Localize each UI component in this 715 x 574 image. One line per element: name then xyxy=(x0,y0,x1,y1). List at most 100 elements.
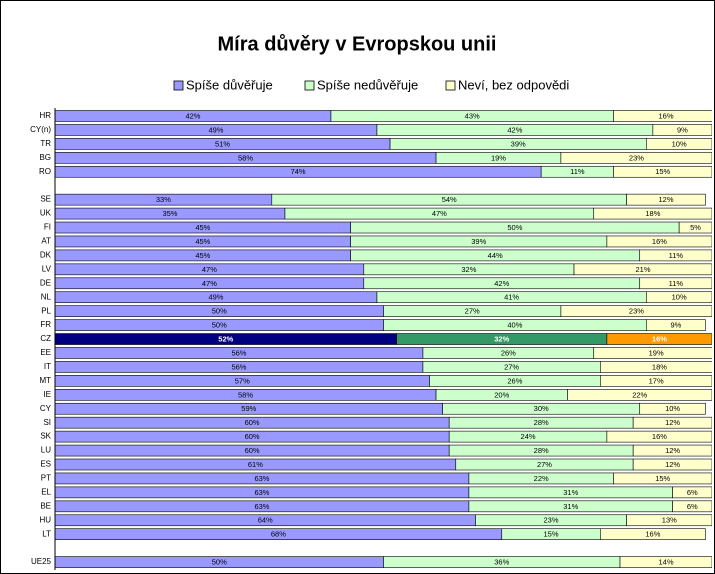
value-label: 31% xyxy=(563,502,578,511)
value-label: 47% xyxy=(432,209,447,218)
value-label: 31% xyxy=(563,488,578,497)
bar-segment xyxy=(632,458,712,471)
bar-segment xyxy=(593,347,712,359)
bar-segment xyxy=(672,500,712,513)
value-label: 27% xyxy=(504,362,519,371)
category-label: UE25 xyxy=(31,557,52,566)
value-label: 23% xyxy=(629,153,644,162)
category-label: NL xyxy=(41,292,52,301)
category-label: LV xyxy=(42,264,52,273)
bar-segment xyxy=(600,375,712,387)
category-label: RO xyxy=(39,167,51,176)
value-label: 19% xyxy=(649,348,664,357)
value-label: 33% xyxy=(156,195,171,204)
bar-segment xyxy=(560,305,712,317)
category-label: SK xyxy=(40,432,51,441)
bar-segment xyxy=(560,152,712,164)
bar-segment xyxy=(645,138,712,150)
value-label: 39% xyxy=(511,139,526,148)
bar-segment xyxy=(639,402,706,415)
value-label: 16% xyxy=(652,237,667,246)
value-label: 40% xyxy=(507,321,522,330)
value-label: 57% xyxy=(235,376,250,385)
value-label: 11% xyxy=(669,279,684,288)
bar-segment xyxy=(678,221,712,234)
bar-segment xyxy=(567,388,712,401)
value-label: 9% xyxy=(670,321,681,330)
category-label: HR xyxy=(39,111,51,120)
value-label: 44% xyxy=(488,251,503,260)
value-label: 32% xyxy=(494,335,509,344)
category-label: UK xyxy=(40,209,52,218)
value-label: 18% xyxy=(652,362,667,371)
value-label: 50% xyxy=(212,558,227,567)
value-label: 47% xyxy=(202,279,217,288)
category-label: EL xyxy=(41,487,51,496)
value-label: 12% xyxy=(665,418,680,427)
legend-label: Spíše důvěřuje xyxy=(186,77,273,92)
value-label: 42% xyxy=(494,279,509,288)
value-label: 56% xyxy=(231,362,246,371)
category-label: TR xyxy=(40,139,51,148)
chart-title: Míra důvěry v Evropskou unii xyxy=(218,33,497,55)
value-label: 24% xyxy=(521,432,536,441)
value-label: 6% xyxy=(687,502,698,511)
value-label: 49% xyxy=(208,293,223,302)
bar-segment xyxy=(652,124,712,136)
value-label: 63% xyxy=(254,488,269,497)
category-label: MT xyxy=(39,376,51,385)
bar-segment xyxy=(672,486,712,499)
value-label: 10% xyxy=(665,404,680,413)
category-label: FR xyxy=(40,320,51,329)
bar-segment xyxy=(632,416,712,429)
value-label: 15% xyxy=(544,530,559,539)
value-label: 54% xyxy=(442,195,457,204)
bar-segment xyxy=(606,235,712,248)
value-label: 45% xyxy=(195,237,210,246)
value-label: 27% xyxy=(465,307,480,316)
value-label: 74% xyxy=(291,167,306,176)
value-label: 15% xyxy=(655,167,670,176)
bar-segment xyxy=(626,193,706,206)
bar-segment xyxy=(573,263,712,276)
value-label: 10% xyxy=(672,293,687,302)
category-label: CY(n) xyxy=(30,125,51,134)
value-label: 47% xyxy=(202,265,217,274)
legend-label: Neví, bez odpovědi xyxy=(458,77,569,92)
category-label: DE xyxy=(40,278,51,287)
bar-segment xyxy=(619,556,712,568)
value-label: 30% xyxy=(534,404,549,413)
legend-label: Spíše nedůvěřuje xyxy=(317,77,418,92)
value-label: 58% xyxy=(238,153,253,162)
value-label: 28% xyxy=(534,446,549,455)
value-label: 50% xyxy=(212,307,227,316)
value-label: 45% xyxy=(195,251,210,260)
bar-segment xyxy=(600,361,712,373)
value-label: 26% xyxy=(501,348,516,357)
value-label: 35% xyxy=(162,209,177,218)
value-label: 27% xyxy=(537,460,552,469)
value-label: 6% xyxy=(687,488,698,497)
value-label: 42% xyxy=(507,125,522,134)
bar-segment xyxy=(639,277,712,290)
value-label: 22% xyxy=(534,474,549,483)
legend-swatch xyxy=(445,80,456,91)
bar-segment xyxy=(639,249,712,262)
value-label: 60% xyxy=(245,446,260,455)
value-label: 39% xyxy=(471,237,486,246)
category-label: IT xyxy=(44,362,51,371)
bar-segment xyxy=(613,472,712,485)
value-label: 10% xyxy=(672,139,687,148)
value-label: 13% xyxy=(662,516,677,525)
legend-swatch xyxy=(304,80,315,91)
category-label: FI xyxy=(44,223,51,232)
category-label: LU xyxy=(41,446,51,455)
category-label: SI xyxy=(43,418,51,427)
value-label: 23% xyxy=(544,516,559,525)
bar-segment xyxy=(626,514,712,527)
category-label: PL xyxy=(41,306,51,315)
value-label: 12% xyxy=(659,195,674,204)
category-label: AT xyxy=(41,237,51,246)
legend: Spíše důvěřuje Spíše nedůvěřuje Neví, bez … xyxy=(173,77,569,92)
bar-segment xyxy=(645,291,712,304)
